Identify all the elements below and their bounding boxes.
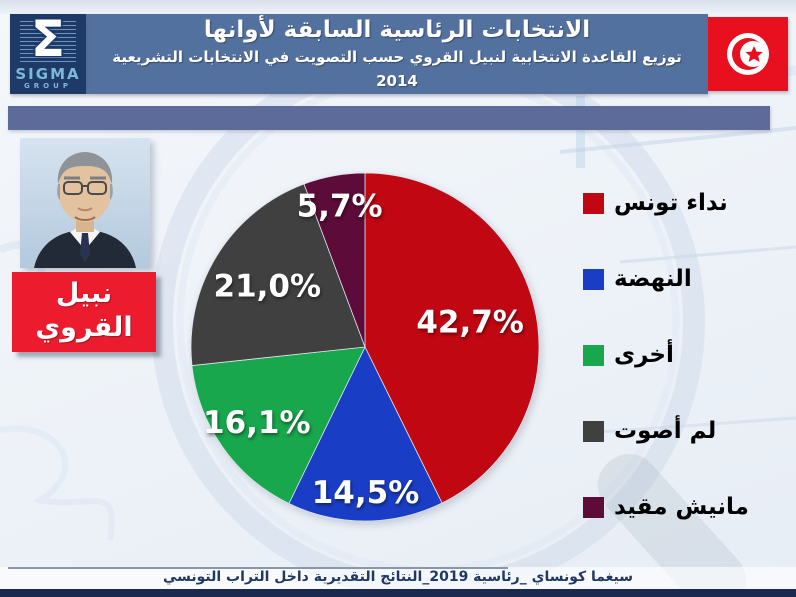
legend-swatch bbox=[583, 420, 604, 442]
legend-swatch bbox=[583, 496, 604, 518]
tunisia-flag-icon bbox=[708, 17, 788, 91]
sigma-icon: Σ bbox=[30, 10, 66, 68]
candidate-photo bbox=[20, 138, 150, 268]
legend-swatch bbox=[583, 268, 604, 290]
legend-swatch bbox=[583, 344, 604, 366]
footer-caption: سيغما كونساي _رئاسية 2019_النتائج التقدي… bbox=[162, 569, 634, 585]
top-strip bbox=[0, 0, 796, 14]
legend-label: نداء تونس bbox=[614, 190, 728, 216]
legend-item: نداء تونس bbox=[583, 186, 749, 220]
sigma-logo-name: SIGMA bbox=[15, 65, 81, 83]
legend-item: أخرى bbox=[583, 338, 749, 372]
legend-label: لم أصوت bbox=[614, 418, 717, 444]
pie-chart: 42,7% 14,5% 16,1% 21,0% 5,7% bbox=[178, 160, 558, 540]
candidate-name-label: نبيل القروي bbox=[12, 272, 156, 352]
pie-slice-label: 42,7% bbox=[416, 305, 524, 341]
legend-label: مانيش مقيد bbox=[614, 494, 749, 520]
legend-label: النهضة bbox=[614, 266, 692, 292]
legend-label: أخرى bbox=[614, 342, 674, 368]
sigma-logo-subname: GROUP bbox=[24, 82, 72, 90]
candidate-name-line1: نبيل bbox=[55, 278, 113, 309]
pie-slice-label: 21,0% bbox=[214, 269, 322, 305]
pie-slice-label: 5,7% bbox=[297, 189, 383, 225]
legend-item: لم أصوت bbox=[583, 414, 749, 448]
candidate-name-line2: القروي bbox=[35, 312, 133, 343]
chart-legend: نداء تونس النهضة أخرى لم أصوت مانيش مقيد bbox=[583, 186, 749, 524]
page-subtitle: توزيع القاعدة الانتخابية لنبيل القروي حس… bbox=[112, 48, 682, 90]
legend-item: مانيش مقيد bbox=[583, 490, 749, 524]
pie-slice-label: 14,5% bbox=[312, 475, 420, 511]
sigma-logo: Σ SIGMA GROUP bbox=[10, 12, 86, 94]
pie-slice-label: 16,1% bbox=[203, 405, 311, 441]
legend-swatch bbox=[583, 192, 604, 214]
header-bar: الانتخابات الرئاسية السابقة لأوانها توزي… bbox=[86, 14, 708, 94]
sigma-logo-lines: Σ bbox=[20, 12, 76, 66]
page-title: الانتخابات الرئاسية السابقة لأوانها bbox=[203, 17, 591, 43]
legend-item: النهضة bbox=[583, 262, 749, 296]
divider-bar bbox=[8, 106, 770, 130]
bottom-bar bbox=[0, 589, 796, 597]
